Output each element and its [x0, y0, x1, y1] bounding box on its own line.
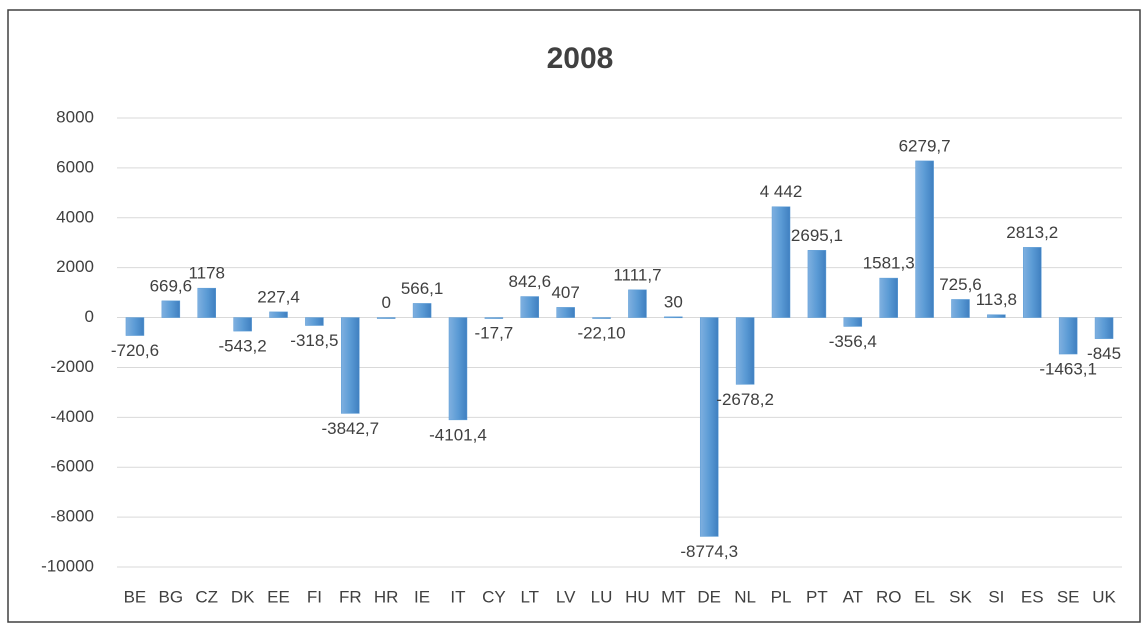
data-label: -2678,2	[716, 390, 774, 409]
bar	[951, 299, 970, 318]
bar	[520, 296, 540, 318]
y-tick-label: -6000	[51, 457, 94, 476]
bar	[915, 160, 934, 318]
bar	[1023, 247, 1042, 318]
bar	[197, 287, 216, 318]
x-tick-label: BG	[159, 587, 184, 606]
x-tick-label: CY	[482, 587, 506, 606]
x-tick-label: EE	[267, 587, 290, 606]
x-tick-label: HR	[374, 587, 399, 606]
x-tick-label: LV	[556, 587, 576, 606]
x-tick-label: BE	[124, 587, 147, 606]
bar	[807, 250, 827, 318]
x-tick-label: DK	[231, 587, 255, 606]
x-tick-label: FR	[339, 587, 362, 606]
bar	[233, 317, 252, 332]
data-label: -845	[1087, 344, 1121, 363]
data-label: -8774,3	[680, 542, 738, 561]
bar	[448, 317, 468, 421]
y-tick-label: -2000	[51, 357, 94, 376]
x-tick-label: FI	[307, 587, 322, 606]
data-label: 6279,7	[899, 136, 951, 155]
y-tick-label: 4000	[56, 207, 94, 226]
x-tick-label: CZ	[195, 587, 218, 606]
bar	[771, 206, 791, 318]
bar	[412, 303, 432, 318]
bar	[879, 277, 898, 318]
data-label: -22,10	[577, 324, 625, 343]
y-tick-label: 2000	[56, 257, 94, 276]
bar	[699, 317, 719, 537]
x-tick-label: HU	[625, 587, 650, 606]
bar	[735, 317, 755, 385]
y-tick-label: 6000	[56, 157, 94, 176]
x-tick-label: LT	[520, 587, 539, 606]
bar	[161, 300, 181, 318]
bar	[592, 317, 611, 319]
bar	[1094, 317, 1114, 339]
bar	[843, 317, 863, 327]
bar	[664, 316, 683, 319]
x-tick-label: NL	[734, 587, 756, 606]
data-label: 407	[551, 283, 579, 302]
x-tick-label: LU	[591, 587, 613, 606]
data-label: 4 442	[760, 182, 803, 201]
data-label: 0	[381, 293, 390, 312]
plot-area: -10000 -8000 -6000 -4000 -2000 0 2000 4000 6000 8…	[41, 107, 1122, 606]
data-label: 1581,3	[863, 254, 915, 273]
x-tick-label: PL	[771, 587, 792, 606]
bar	[628, 289, 647, 318]
data-label: -356,4	[829, 332, 877, 351]
data-label: 1111,7	[613, 265, 661, 284]
y-tick-label: -4000	[51, 407, 94, 426]
x-tick-label: MT	[661, 587, 686, 606]
data-label: 113,8	[976, 290, 1017, 309]
y-tick-label: -8000	[51, 507, 94, 526]
data-label: -318,5	[290, 331, 338, 350]
data-label: 669,6	[150, 276, 193, 295]
data-label: -3842,7	[321, 419, 379, 438]
x-tick-label: IE	[414, 587, 430, 606]
x-tick-label: UK	[1092, 587, 1116, 606]
x-tick-label: EL	[914, 587, 935, 606]
data-label: 842,6	[508, 272, 551, 291]
bar	[376, 317, 396, 319]
x-tick-label: DE	[697, 587, 721, 606]
x-tick-label: IT	[450, 587, 465, 606]
bar	[484, 317, 504, 319]
bar	[125, 317, 145, 336]
bar	[1058, 317, 1078, 355]
bar	[269, 311, 288, 318]
bar	[556, 307, 575, 318]
y-tick-label: 8000	[56, 107, 94, 126]
x-tick-label: ES	[1021, 587, 1044, 606]
data-label: -720,6	[111, 341, 159, 360]
data-label: 30	[664, 292, 683, 311]
chart-title: 2008	[547, 42, 614, 75]
data-label: 227,4	[257, 287, 300, 306]
y-tick-label: -10000	[41, 556, 94, 575]
x-tick-label: AT	[843, 587, 863, 606]
data-label: -4101,4	[429, 425, 487, 444]
x-tick-label: RO	[876, 587, 902, 606]
data-label: 725,6	[939, 275, 982, 294]
x-tick-label: PT	[806, 587, 828, 606]
data-label: 2813,2	[1006, 223, 1058, 242]
data-label: -1463,1	[1039, 360, 1097, 379]
data-label: 566,1	[401, 279, 444, 298]
data-label: 2695,1	[791, 226, 843, 245]
x-tick-label: SI	[988, 587, 1004, 606]
data-label: -17,7	[475, 323, 514, 342]
y-tick-label: 0	[85, 307, 94, 326]
bar	[987, 314, 1006, 318]
x-tick-label: SE	[1057, 587, 1080, 606]
data-label: 1178	[188, 264, 225, 283]
x-tick-label: SK	[949, 587, 972, 606]
bar	[341, 317, 360, 414]
data-label: -543,2	[219, 337, 267, 356]
bar	[305, 317, 324, 326]
